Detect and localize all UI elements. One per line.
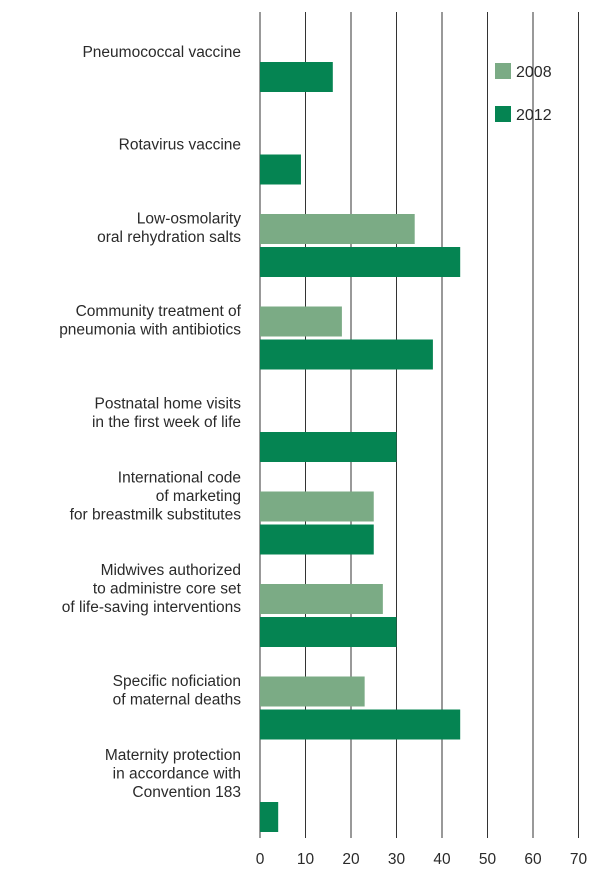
x-tick-label: 60 [524, 851, 542, 868]
gridlines [259, 12, 579, 838]
bar-2012-7 [260, 709, 461, 740]
legend-label-2012: 2012 [516, 107, 552, 124]
bar-2012-5 [260, 524, 374, 555]
bar-2008-7 [260, 676, 365, 707]
category-label: Midwives authorized to administre core se… [62, 562, 242, 616]
category-label: Maternity protection in accordance with Co… [105, 747, 241, 801]
bar-2012-3 [260, 339, 433, 370]
category-label: Specific noficiation of maternal deaths [113, 673, 242, 709]
category-label: International code of marketing for breast… [70, 470, 242, 524]
x-axis-ticks: 0 10 20 30 40 50 60 70 [256, 851, 588, 868]
x-tick-label: 20 [342, 851, 360, 868]
bar-2008-3 [260, 306, 342, 337]
bar-2012-4 [260, 432, 397, 462]
x-tick-label: 70 [570, 851, 588, 868]
bar-2008-6 [260, 584, 383, 614]
x-tick-label: 10 [297, 851, 315, 868]
x-tick-label: 30 [388, 851, 406, 868]
category-label: Postnatal home visits in the first week o… [92, 396, 241, 432]
legend-swatch-2008 [495, 63, 511, 79]
bar-2012-8 [260, 802, 279, 832]
bar-2012-0 [260, 62, 333, 92]
bar-2012-2 [260, 247, 461, 277]
x-tick-label: 50 [479, 851, 497, 868]
category-label: Community treatment of pneumonia with ant… [59, 303, 241, 339]
bar-2008-5 [260, 491, 374, 522]
legend-swatch-2012 [495, 106, 511, 122]
bar-2008-2 [260, 214, 415, 244]
legend-label-2008: 2008 [516, 64, 552, 81]
category-label: Low-osmolarity oral rehydration salts [97, 211, 241, 247]
category-label: Pneumococcal vaccine [82, 44, 241, 61]
bar-2012-6 [260, 617, 397, 647]
bar-2012-1 [260, 154, 301, 185]
category-label: Rotavirus vaccine [119, 137, 241, 154]
bars [260, 62, 461, 832]
legend: 2008 2012 [495, 63, 552, 124]
category-labels: Pneumococcal vaccine Rotavirus vaccine Low… [59, 44, 241, 801]
x-tick-label: 40 [433, 851, 451, 868]
x-tick-label: 0 [256, 851, 265, 868]
